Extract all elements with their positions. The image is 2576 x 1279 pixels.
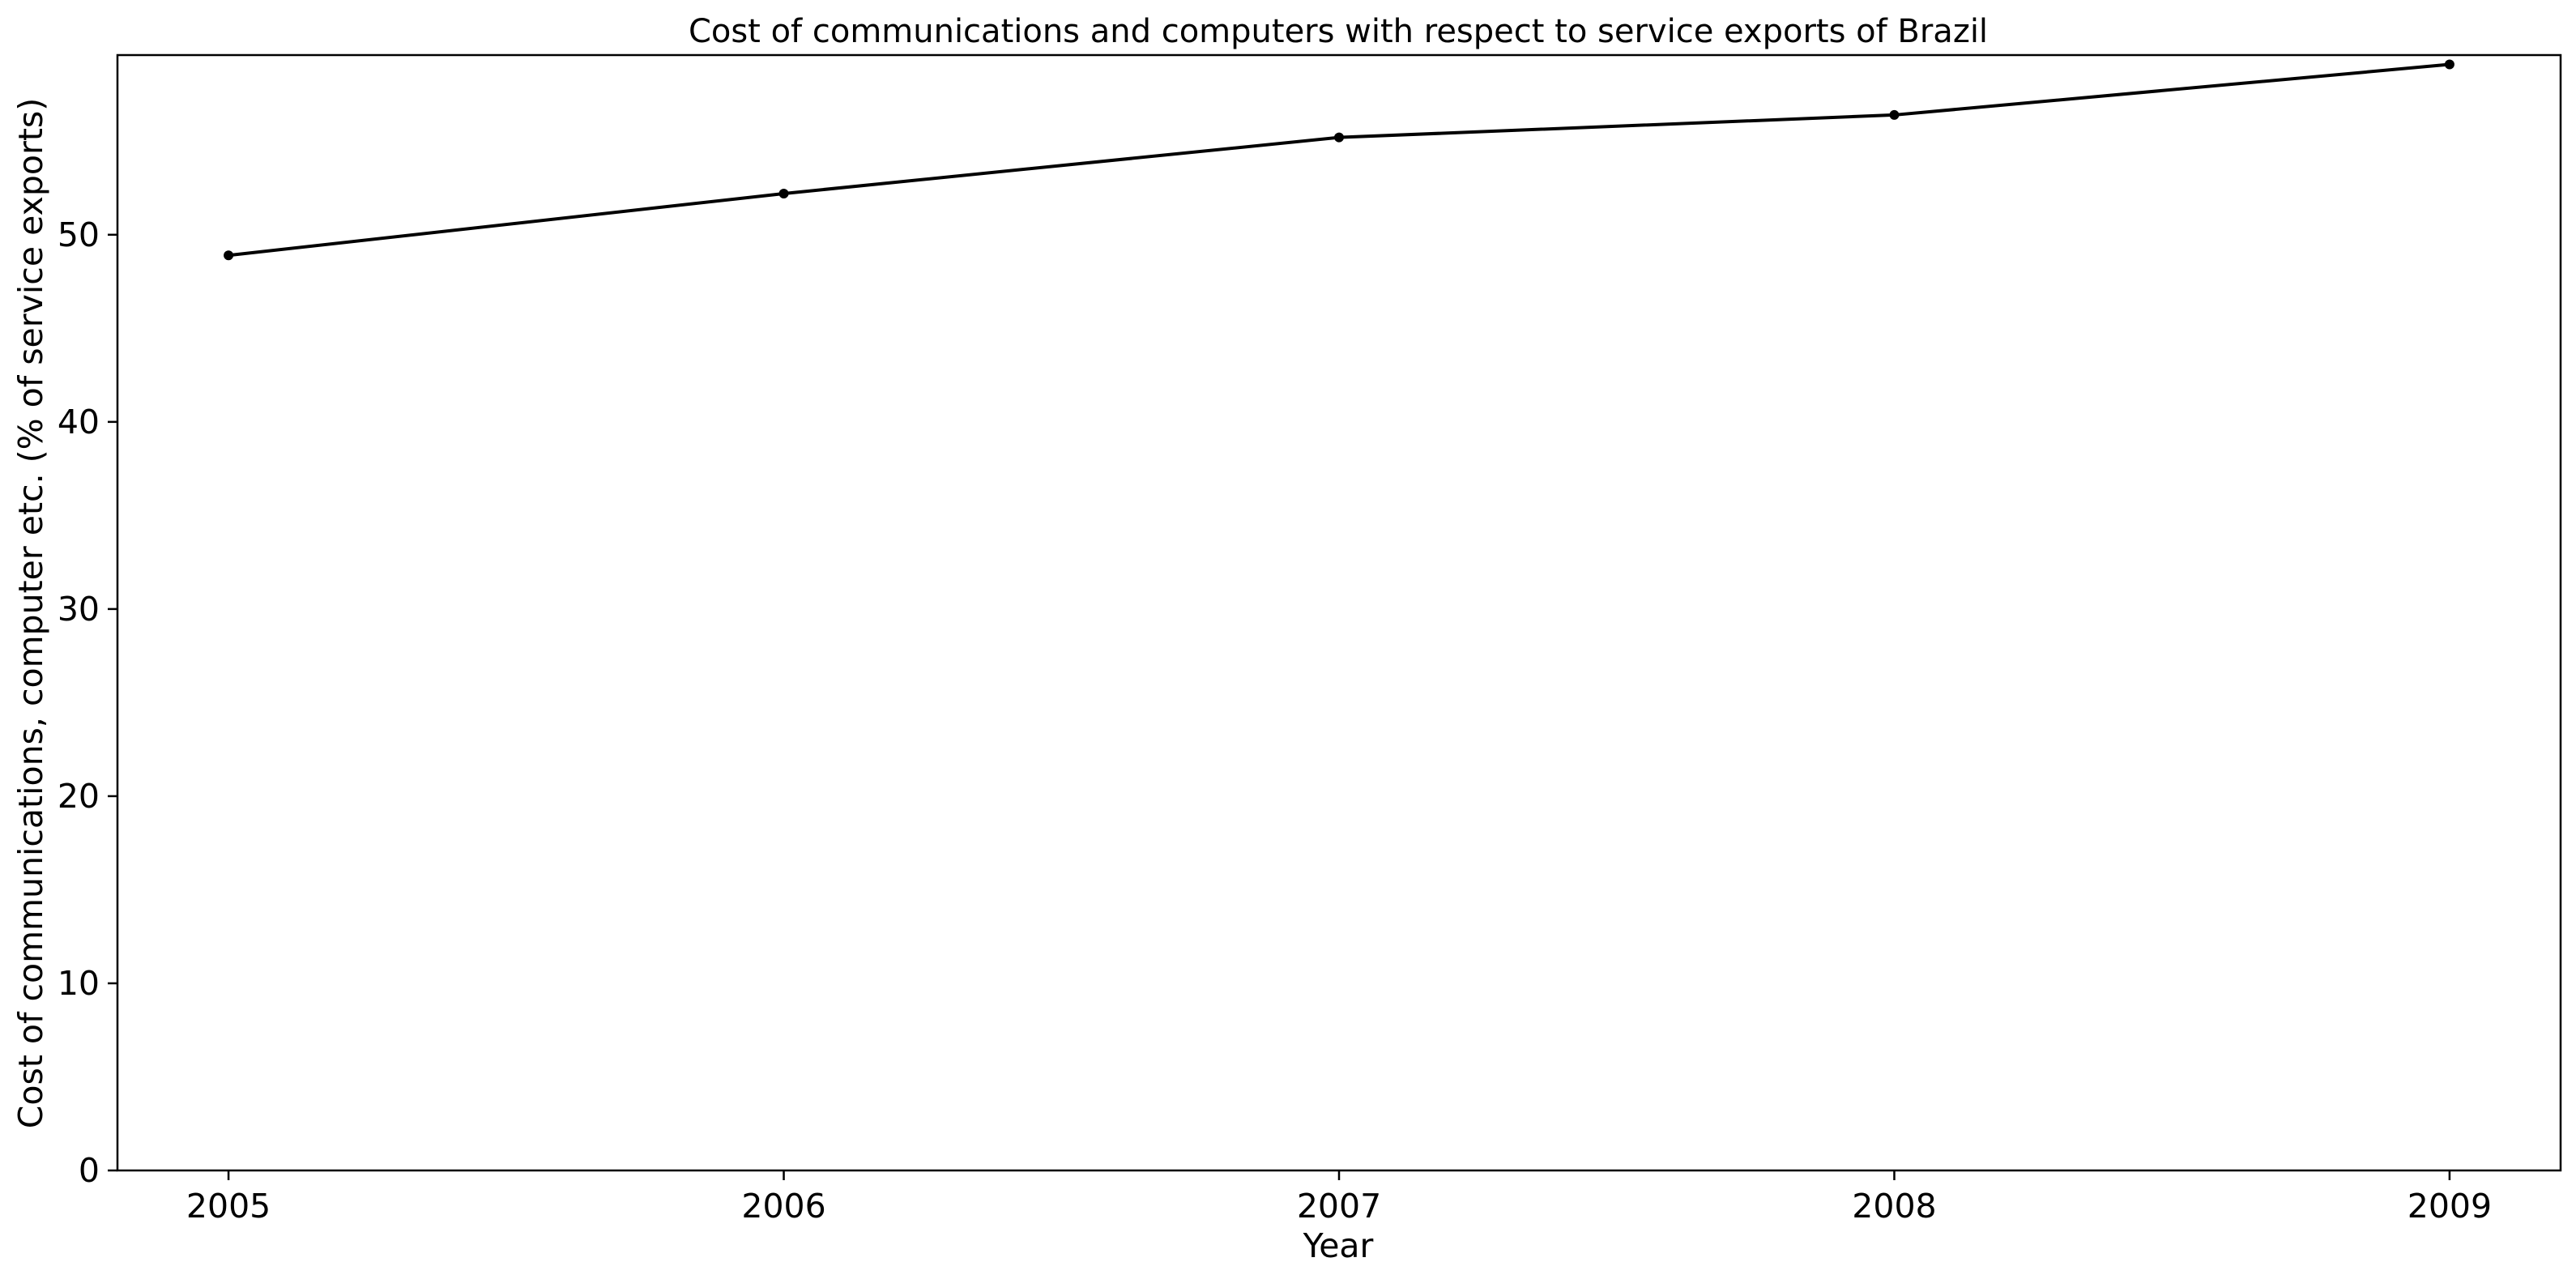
y-tick-label: 50: [58, 215, 100, 254]
y-tick-label: 40: [58, 403, 100, 441]
y-tick-label: 10: [58, 964, 100, 1003]
x-tick-label: 2008: [1852, 1187, 1936, 1226]
data-point: [1889, 109, 1900, 120]
y-tick-label: 20: [58, 777, 100, 816]
x-tick-label: 2007: [1297, 1187, 1381, 1226]
x-tick-label: 2006: [741, 1187, 825, 1226]
data-point: [1334, 132, 1344, 143]
y-axis-label: Cost of communications, computer etc. (%…: [11, 98, 50, 1129]
y-axis: 0 10 20 30 40 50: [58, 215, 117, 1190]
x-tick-label: 2005: [186, 1187, 271, 1226]
plot-area-frame: [116, 53, 2562, 1172]
chart-title: Cost of communications and computers wit…: [689, 13, 1988, 50]
y-tick-label: 30: [58, 590, 100, 629]
x-axis: 2005 2006 2007 2008 2009: [186, 1170, 2492, 1226]
data-point: [224, 250, 234, 261]
y-tick-label: 0: [79, 1151, 100, 1190]
data-point: [2444, 59, 2454, 70]
series-layer: [224, 59, 2454, 261]
x-axis-label: Year: [1303, 1226, 1374, 1265]
x-tick-label: 2009: [2408, 1187, 2492, 1226]
data-point: [778, 188, 789, 198]
series-line: [228, 62, 2450, 258]
